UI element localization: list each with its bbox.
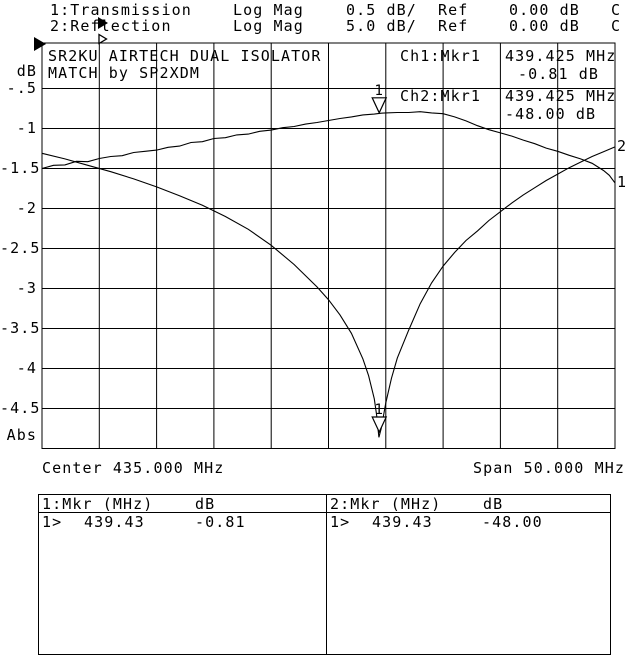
trace-transmission xyxy=(41,111,616,184)
marker-number-label: 1 xyxy=(374,83,384,99)
y-axis-abs-label: Abs xyxy=(6,426,37,444)
ch2-marker-frequency: 439.425 MHz xyxy=(505,87,617,105)
y-axis-unit-label: dB xyxy=(16,62,37,80)
y-axis-tick-label: -.5 xyxy=(6,79,37,97)
channel1-format[interactable]: Log Mag xyxy=(233,1,304,19)
trace-reflection xyxy=(41,146,616,438)
ch1-marker-frequency: 439.425 MHz xyxy=(505,47,617,65)
marker1-row-number[interactable]: 1> xyxy=(42,513,63,531)
graticule-plot: 11 xyxy=(34,37,616,449)
marker-table2-title: 2:Mkr (MHz) xyxy=(330,495,442,513)
channel2-cal-status: C xyxy=(611,17,622,35)
y-axis-tick-label: -3.5 xyxy=(0,319,41,337)
marker-table2-unit: dB xyxy=(483,495,504,513)
channel1-scale[interactable]: 0.5 dB/ xyxy=(346,1,417,19)
y-axis-tick-label: -2.5 xyxy=(0,239,41,257)
active-channel-triangle-icon xyxy=(37,4,108,29)
y-axis-tick-label: -2 xyxy=(16,199,37,217)
channel1-cal-status: C xyxy=(611,1,622,19)
channel2-header-row: 2:Reflection Log Mag 5.0 dB/ Ref 0.00 dB… xyxy=(0,17,640,45)
channel1-ref-value[interactable]: 0.00 dB xyxy=(509,1,580,19)
y-axis-tick-label: -1.5 xyxy=(0,159,41,177)
channel2-ref-label: Ref xyxy=(438,17,469,35)
y-axis-tick-label: -1 xyxy=(16,119,37,137)
ch1-marker-value: -0.81 dB xyxy=(518,65,600,83)
channel1-ref-label: Ref xyxy=(438,1,469,19)
marker2-value: -48.00 xyxy=(482,513,543,531)
marker-table-header-row: 1:Mkr (MHz) dB 2:Mkr (MHz) dB xyxy=(39,495,610,513)
graph-title-line2: MATCH by SP2XDM xyxy=(48,64,200,82)
ch1-marker-readout-label: Ch1:Mkr1 xyxy=(400,47,482,65)
trace2-label: 2 xyxy=(617,137,628,155)
channel2-ref-value[interactable]: 0.00 dB xyxy=(509,17,580,35)
marker1-value: -0.81 xyxy=(195,513,246,531)
channel2-trace-name[interactable]: 2:Reflection xyxy=(50,17,172,35)
y-axis-tick-label: -3 xyxy=(16,279,37,297)
inactive-channel-triangle-icon xyxy=(37,20,108,45)
marker-table: 1:Mkr (MHz) dB 2:Mkr (MHz) dB 1> 439.43 … xyxy=(38,494,611,655)
ch2-marker-readout-label: Ch2:Mkr1 xyxy=(400,87,482,105)
channel2-scale[interactable]: 5.0 dB/ xyxy=(346,17,417,35)
marker-number-label: 1 xyxy=(374,402,384,418)
marker-table1-unit: dB xyxy=(195,495,216,513)
marker-triangle-icon[interactable] xyxy=(371,97,388,115)
span-label[interactable]: Span 50.000 MHz xyxy=(473,459,625,477)
ch2-marker-value: -48.00 dB xyxy=(505,105,597,123)
marker-table1-title: 1:Mkr (MHz) xyxy=(42,495,154,513)
channel2-format[interactable]: Log Mag xyxy=(233,17,304,35)
center-frequency-label[interactable]: Center 435.000 MHz xyxy=(42,459,225,477)
marker-table-divider xyxy=(326,495,327,654)
graph-title-line1: SR2KU AIRTECH DUAL ISOLATOR xyxy=(48,47,322,65)
marker1-frequency[interactable]: 439.43 xyxy=(84,513,145,531)
channel1-trace-name[interactable]: 1:Transmission xyxy=(50,1,192,19)
channel1-header-row: 1:Transmission Log Mag 0.5 dB/ Ref 0.00 … xyxy=(0,1,640,29)
y-axis-tick-label: -4.5 xyxy=(0,399,41,417)
y-axis-tick-label: -4 xyxy=(16,359,37,377)
marker-triangle-icon[interactable] xyxy=(371,416,388,434)
marker2-frequency[interactable]: 439.43 xyxy=(372,513,433,531)
trace1-label: 1 xyxy=(617,173,628,191)
marker2-row-number[interactable]: 1> xyxy=(330,513,351,531)
ref-position-icon xyxy=(34,37,46,51)
